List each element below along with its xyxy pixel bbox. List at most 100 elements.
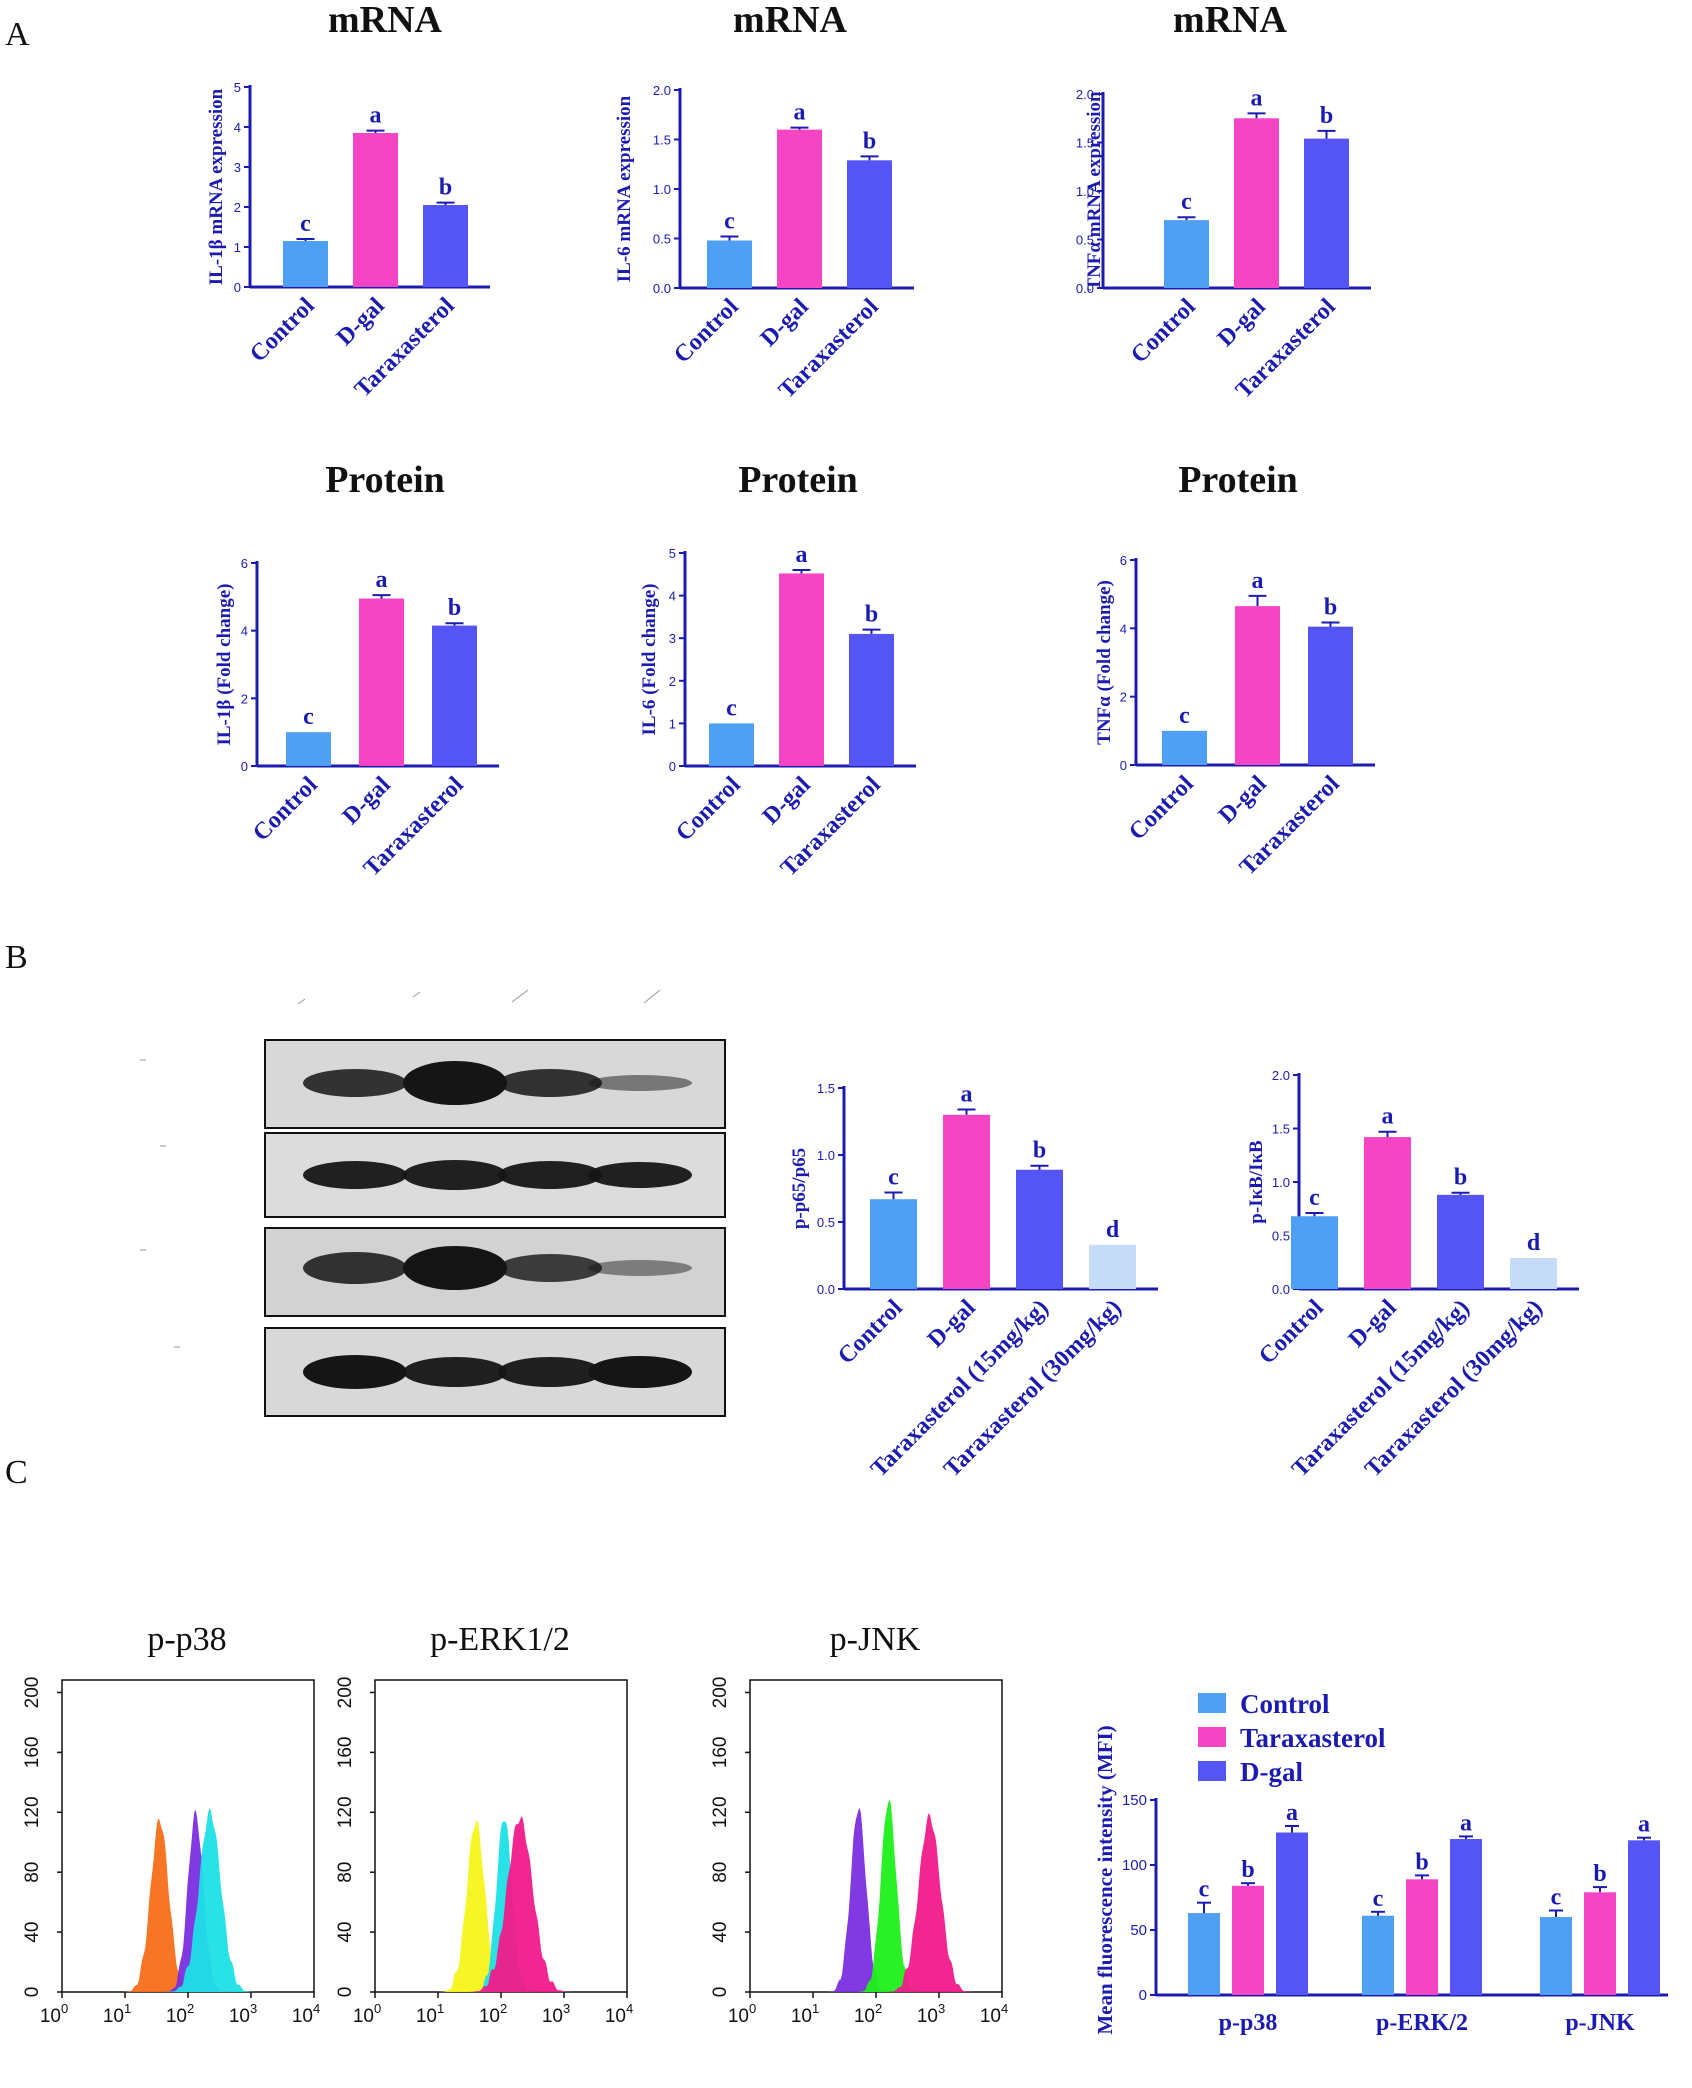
significance-label: b [1415, 1849, 1428, 1875]
blot-ticks [140, 989, 661, 1348]
blot-tick [412, 991, 421, 998]
chart-title: Protein [1178, 459, 1298, 501]
category-label: D-gal [758, 772, 816, 830]
blot-band [303, 1069, 407, 1097]
y-tick-label: 0 [669, 759, 676, 774]
x-tick-label: 102 [854, 2001, 882, 2027]
category-label: Control [1124, 771, 1199, 846]
significance-label: b [1454, 1165, 1467, 1191]
blot-band [403, 1061, 507, 1105]
chart-title: mRNA [1173, 0, 1288, 41]
y-tick-label: 1.5 [653, 133, 671, 148]
chart-title: mRNA [733, 0, 848, 41]
y-tick-label: 150 [1122, 1792, 1147, 1809]
blot-band [303, 1161, 407, 1189]
y-axis-label: IL-6 (Fold change) [639, 584, 660, 736]
category-label: D-gal [338, 772, 396, 830]
blot-band [588, 1162, 692, 1188]
significance-label: a [1251, 85, 1263, 111]
category-label: Control [671, 772, 746, 847]
category-label: Control [245, 293, 320, 368]
y-axis-label: Mean fluorescence intensity (MFI) [1093, 1725, 1117, 2034]
x-tick-label: 104 [980, 2001, 1008, 2027]
bar-chart-7: 0.00.51.01.5p-p65/p65 cControlaD-galbTara… [789, 1081, 1158, 1482]
significance-label: c [300, 211, 311, 237]
bar-taraxasterol [432, 625, 477, 766]
category-label: p-JNK [1565, 2010, 1635, 2036]
significance-label: b [1033, 1138, 1046, 1164]
y-tick-label: 1.5 [817, 1081, 835, 1096]
significance-label: c [1199, 1877, 1210, 1903]
flow-histogram-3: p-JNK 0 40 80 120 160 200 100 101 102 103 104 [710, 1621, 1008, 2027]
bar-taraxasterol [849, 633, 894, 766]
bar-control [1540, 1917, 1572, 1995]
significance-label: c [1309, 1185, 1320, 1211]
y-tick-label: 160 [22, 1737, 43, 1769]
significance-label: a [961, 1081, 973, 1107]
y-tick-label: 2.0 [653, 83, 671, 98]
bar-control [707, 240, 752, 288]
y-tick-label: 1.0 [817, 1148, 835, 1163]
y-tick-label: 5 [669, 546, 676, 561]
y-tick-label: 2 [234, 200, 241, 215]
blot-band [303, 1252, 407, 1284]
category-label: D-gal [756, 294, 814, 352]
y-tick-label: 1 [669, 716, 676, 731]
category-label: Control [1254, 1295, 1329, 1370]
y-tick-label: 80 [22, 1862, 43, 1883]
histogram-title: p-JNK [830, 1621, 921, 1658]
y-tick-label: 6 [1120, 553, 1127, 568]
bar-taraxasterol [847, 160, 892, 288]
significance-label: b [863, 128, 876, 154]
histogram-peak [375, 1816, 627, 1992]
x-tick-label: 100 [40, 2001, 68, 2027]
significance-label: b [439, 175, 452, 201]
bar-d-gal [1450, 1839, 1482, 1995]
significance-label: a [794, 100, 806, 126]
bar-taraxasterol [1308, 626, 1353, 765]
bar-d-gal [359, 598, 404, 766]
chart-title: Protein [738, 459, 858, 501]
bar-chart-2: mRNA 0.0 0.5 1.0 1.5 2.0 IL-6 mRNA expression c… [614, 0, 914, 404]
y-tick-label: 5 [234, 80, 241, 95]
y-tick-label: 0.5 [653, 232, 671, 247]
y-tick-label: 0.0 [817, 1282, 835, 1297]
bar-taraxasterol [1406, 1879, 1438, 1995]
bar-control [1291, 1216, 1338, 1289]
blot-band [498, 1069, 602, 1097]
significance-label: a [1286, 1800, 1298, 1826]
category-label: D-gal [332, 293, 390, 351]
y-tick-label: 0.5 [1076, 233, 1094, 248]
y-tick-label: 160 [335, 1737, 356, 1769]
y-tick-label: 0.0 [653, 281, 671, 296]
y-tick-label: 0 [1120, 758, 1127, 773]
y-tick-label: 0 [22, 1987, 43, 1998]
y-tick-label: 1.0 [1272, 1175, 1290, 1190]
x-tick-label: 100 [353, 2001, 381, 2027]
blot-tick [643, 989, 661, 1004]
legend-label-dgal: D-gal [1240, 1757, 1303, 1787]
significance-label: c [1179, 703, 1190, 729]
y-tick-label: 2 [669, 674, 676, 689]
blot-band [588, 1356, 692, 1388]
significance-label: c [724, 209, 735, 235]
significance-label: a [1460, 1810, 1472, 1836]
y-tick-label: 100 [1122, 1857, 1147, 1874]
bar-control [870, 1199, 917, 1289]
blot-band [588, 1260, 692, 1276]
category-label: Control [669, 294, 744, 369]
blot-bands [303, 1061, 692, 1389]
x-tick-label: 102 [166, 2001, 194, 2027]
bar-charts: mRNA 0 1 2 3 4 5 IL-1β mRNA expression c Control a… [206, 0, 1668, 2036]
y-axis-label: TNFα mRNA expression [1084, 91, 1105, 291]
x-tick-label: 103 [917, 2001, 945, 2027]
legend-label-control: Control [1240, 1689, 1330, 1719]
significance-label: a [1382, 1104, 1394, 1130]
x-tick-label: 104 [605, 2001, 633, 2027]
category-label: Control [1126, 294, 1201, 369]
y-tick-label: 0 [1139, 1987, 1147, 2004]
category-label: p-p38 [1219, 2010, 1278, 2036]
y-axis-label: p-p65/p65 [789, 1148, 810, 1229]
y-tick-label: 160 [710, 1737, 731, 1769]
y-tick-label: 0 [241, 759, 248, 774]
